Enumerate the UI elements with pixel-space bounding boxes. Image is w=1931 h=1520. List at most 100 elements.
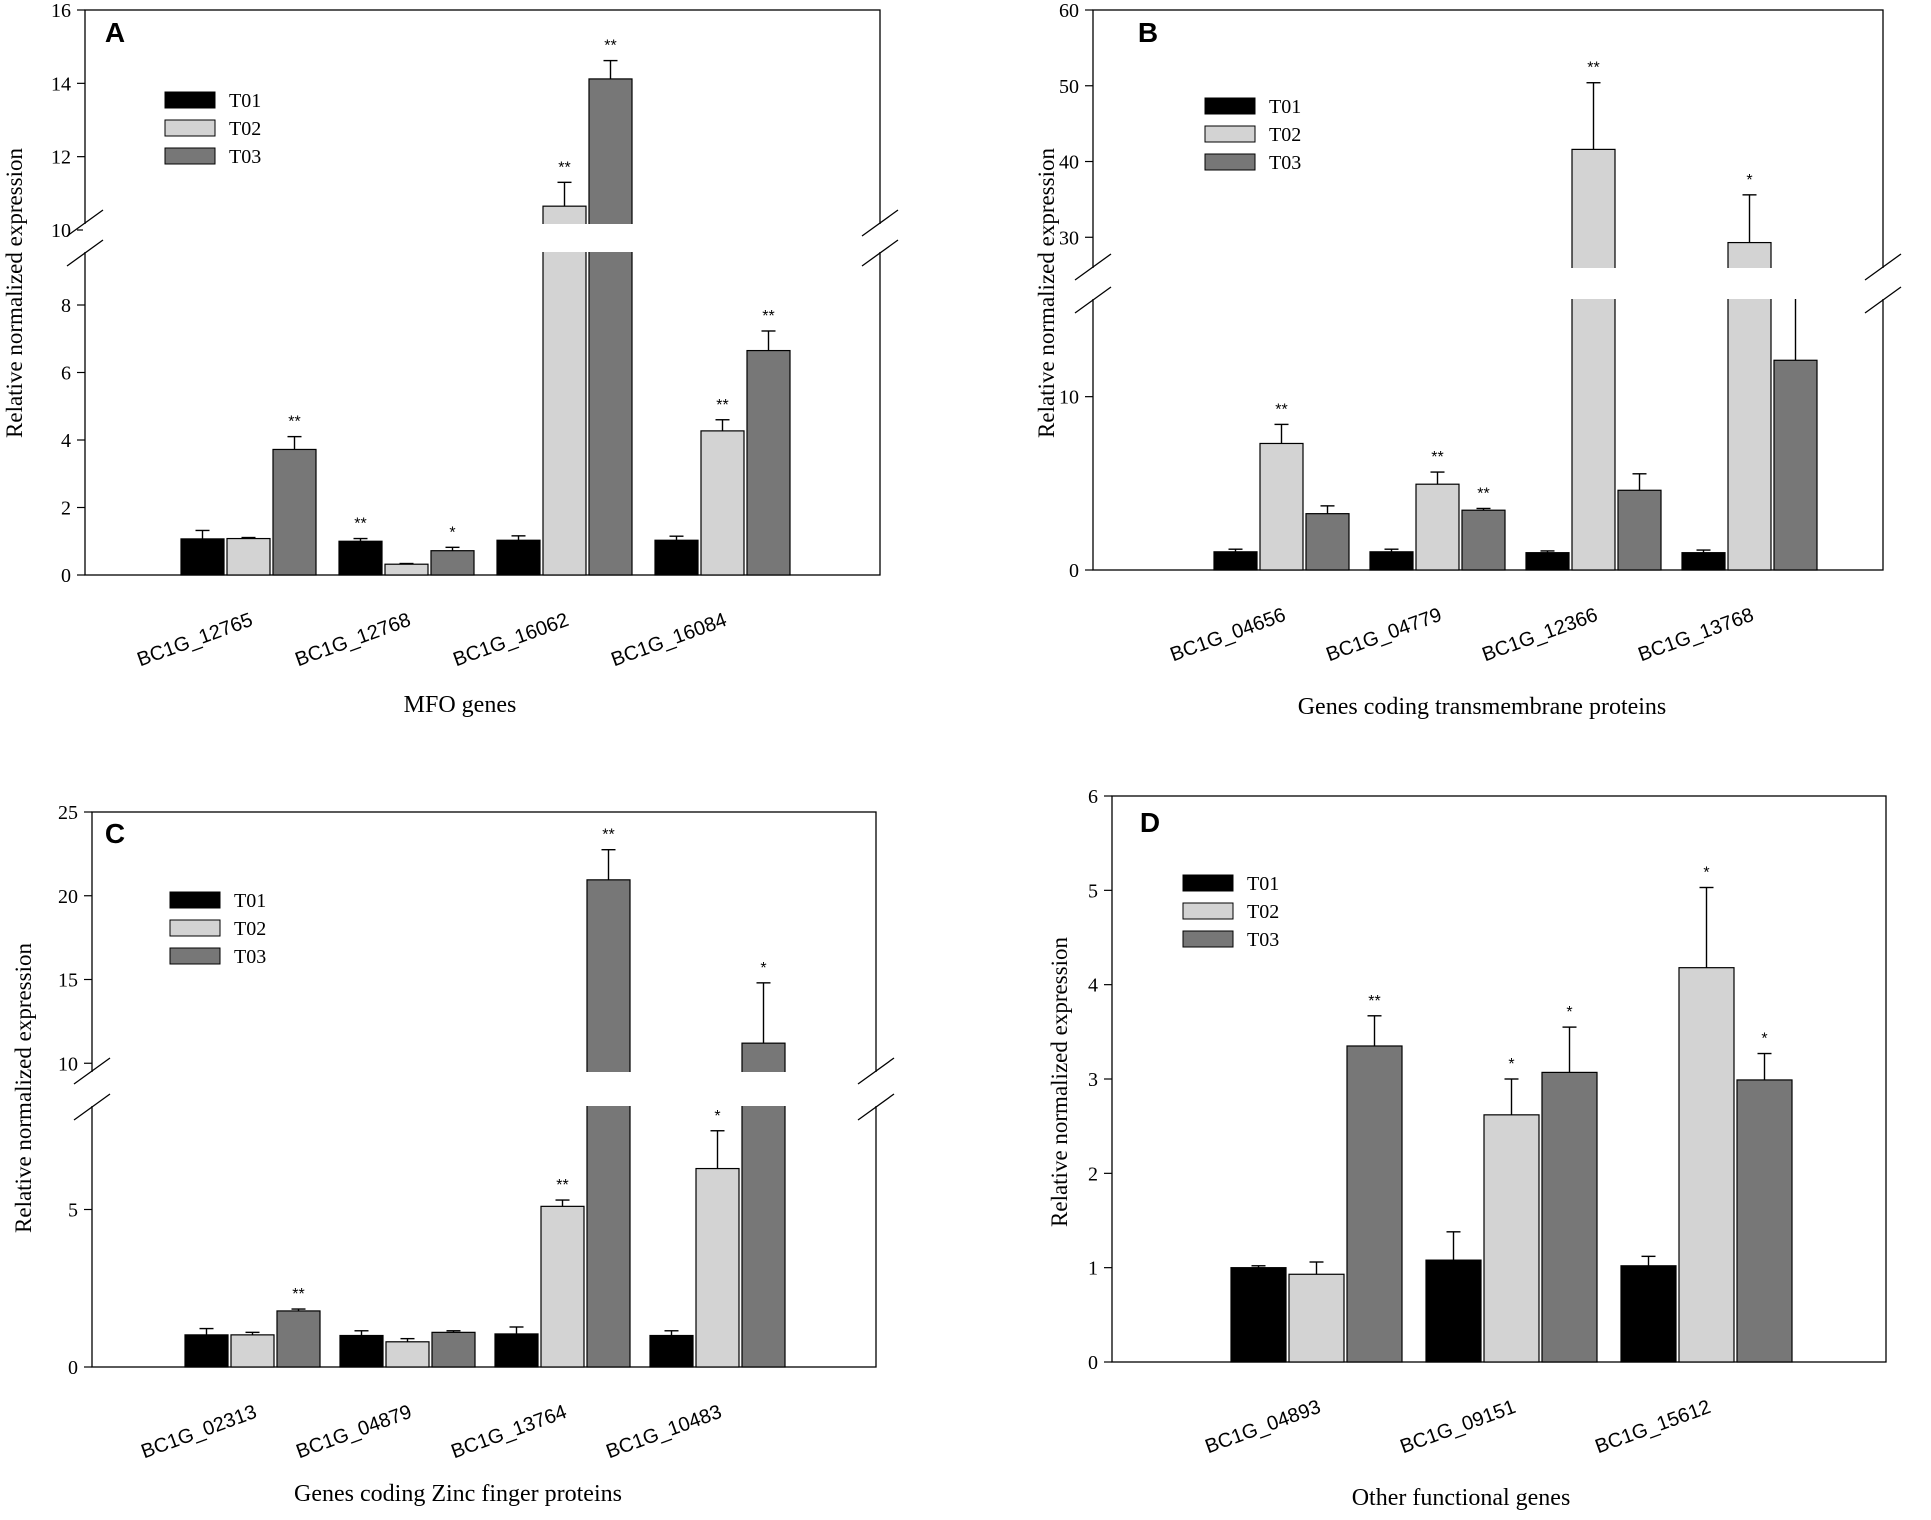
panel-letter: D (1140, 807, 1160, 838)
y-tick-label: 16 (51, 0, 71, 22)
bar-t03 (1773, 359, 1818, 571)
bar-t01 (180, 538, 225, 576)
category-label: BC1G_04656 (1167, 604, 1288, 666)
legend-label: T03 (234, 946, 266, 968)
bar-t01 (184, 1334, 229, 1368)
significance-label: ** (1431, 449, 1443, 466)
significance-label: ** (292, 1286, 304, 1303)
y-tick-label: 2 (61, 498, 71, 520)
significance-label: ** (604, 38, 616, 55)
category-label: BC1G_16062 (450, 609, 571, 671)
legend-swatch-t01 (1182, 874, 1234, 892)
y-tick-label: 25 (58, 802, 78, 824)
legend-swatch-t03 (1204, 153, 1256, 171)
y-axis-label: Relative normalized expression (11, 943, 36, 1233)
bar-t01 (1369, 551, 1414, 571)
bar-t02 (384, 563, 429, 576)
y-tick-label: 10 (51, 220, 71, 242)
legend-label: T01 (229, 90, 261, 112)
category-label: BC1G_15612 (1592, 1396, 1713, 1458)
category-label: BC1G_12768 (292, 609, 413, 671)
legend-swatch-t02 (164, 119, 216, 137)
legend-swatch-t03 (169, 947, 221, 965)
category-label: BC1G_16084 (608, 609, 729, 671)
bar-t01 (649, 1334, 694, 1368)
bar-t01 (1681, 552, 1726, 571)
y-tick-label: 30 (1059, 227, 1079, 249)
y-tick-label: 12 (51, 147, 71, 169)
y-tick-label: 0 (1088, 1352, 1098, 1374)
bar-t02 (385, 1341, 430, 1368)
category-label: BC1G_04879 (293, 1401, 414, 1463)
bar-t02 (1483, 1114, 1540, 1363)
bar-t01 (339, 1334, 384, 1368)
bar-t01 (1620, 1265, 1677, 1363)
bar-t03 (430, 550, 475, 576)
y-tick-label: 14 (51, 73, 71, 95)
bar-t03 (588, 78, 633, 576)
bar-t02 (700, 430, 745, 576)
bar-t03 (1346, 1045, 1403, 1363)
y-tick-label: 5 (68, 1200, 78, 1222)
bar-t01 (1213, 551, 1258, 571)
legend-label: T03 (229, 146, 261, 168)
y-tick-label: 0 (61, 565, 71, 587)
bar-t02 (1259, 442, 1304, 571)
x-axis-label: Genes coding transmembrane proteins (1298, 694, 1667, 720)
y-tick-label: 4 (1088, 975, 1098, 997)
significance-label: ** (558, 159, 570, 176)
bar-t02 (226, 537, 271, 576)
bar-t03 (272, 448, 317, 576)
bar-t02 (542, 205, 587, 576)
significance-label: ** (354, 516, 366, 533)
category-label: BC1G_12765 (134, 609, 255, 671)
y-tick-label: 0 (1069, 560, 1079, 582)
axis-break-mark (1864, 286, 1902, 314)
significance-label: ** (762, 308, 774, 325)
significance-label: ** (602, 827, 614, 844)
axis-break-mark (861, 239, 899, 267)
axis-break-mark (861, 209, 899, 237)
bar-t01 (654, 539, 699, 576)
legend-label: T02 (1247, 901, 1279, 923)
y-tick-label: 1 (1088, 1258, 1098, 1280)
y-tick-label: 6 (1088, 786, 1098, 808)
y-tick-label: 60 (1059, 0, 1079, 22)
axis-break-mark (66, 209, 104, 237)
bar-t03 (1305, 513, 1350, 571)
bar-t02 (1415, 483, 1460, 571)
bar-t03 (276, 1310, 321, 1368)
bar-t03 (1541, 1071, 1598, 1363)
axis-break-mark (1074, 286, 1112, 314)
axis-break-gap (90, 1072, 878, 1106)
significance-label: * (714, 1108, 720, 1125)
legend-swatch-t01 (1204, 97, 1256, 115)
significance-label: ** (1587, 60, 1599, 77)
y-tick-label: 15 (58, 970, 78, 992)
bar-t03 (431, 1331, 476, 1368)
significance-label: * (1508, 1056, 1514, 1073)
significance-label: * (449, 524, 455, 541)
legend-swatch-t02 (1204, 125, 1256, 143)
y-tick-label: 6 (61, 363, 71, 385)
bar-t02 (1288, 1273, 1345, 1363)
bar-t01 (338, 540, 383, 576)
axis-break-mark (857, 1093, 895, 1121)
legend-swatch-t01 (164, 91, 216, 109)
y-tick-label: 10 (58, 1053, 78, 1075)
axis-break-mark (73, 1057, 111, 1085)
category-label: BC1G_04779 (1323, 604, 1444, 666)
legend-swatch-t02 (1182, 902, 1234, 920)
y-tick-label: 20 (58, 886, 78, 908)
legend-swatch-t01 (169, 891, 221, 909)
y-tick-label: 4 (61, 430, 71, 452)
bar-t02 (230, 1334, 275, 1368)
significance-label: * (1761, 1031, 1767, 1048)
significance-label: * (1566, 1004, 1572, 1021)
category-label: BC1G_12366 (1479, 604, 1600, 666)
y-tick-label: 40 (1059, 152, 1079, 174)
x-axis-label: Other functional genes (1352, 1485, 1571, 1511)
significance-label: ** (1368, 993, 1380, 1010)
